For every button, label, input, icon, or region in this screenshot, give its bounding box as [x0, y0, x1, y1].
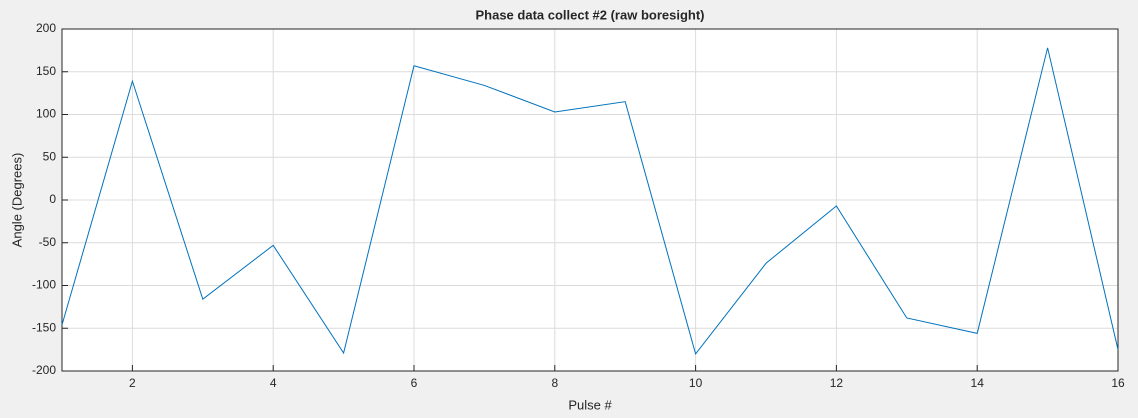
y-tick-label: 0: [49, 192, 56, 206]
x-tick-label: 16: [1111, 376, 1125, 390]
y-tick-label: -150: [32, 320, 56, 334]
x-axis-label: Pulse #: [568, 397, 612, 412]
y-tick-label: 50: [43, 149, 57, 163]
x-tick-label: 2: [129, 376, 136, 390]
x-tick-label: 6: [411, 376, 418, 390]
x-tick-label: 14: [971, 376, 985, 390]
y-tick-label: 200: [36, 21, 56, 35]
y-tick-label: 150: [36, 64, 56, 78]
y-tick-label: -50: [39, 235, 57, 249]
x-tick-label: 4: [270, 376, 277, 390]
y-axis-label: Angle (Degrees): [9, 153, 24, 248]
x-tick-label: 8: [551, 376, 558, 390]
y-tick-label: 100: [36, 107, 56, 121]
y-tick-label: -100: [32, 278, 56, 292]
chart-title: Phase data collect #2 (raw boresight): [475, 7, 704, 22]
axes-box: [61, 28, 1119, 372]
y-tick-label: -200: [32, 363, 56, 377]
x-tick-label: 12: [830, 376, 844, 390]
x-tick-label: 10: [689, 376, 703, 390]
data-line: [61, 47, 1119, 355]
